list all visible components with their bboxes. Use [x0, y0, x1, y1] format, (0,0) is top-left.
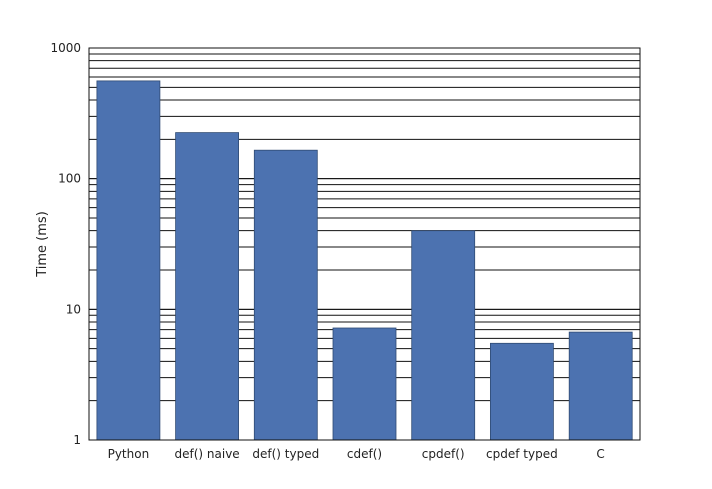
y-tick-labels: 1 10 100 1000 — [50, 41, 81, 447]
x-tick-label: cdef() — [347, 447, 382, 461]
bar-cpdef — [411, 230, 476, 441]
bar-c — [568, 331, 633, 441]
y-tick-label: 1000 — [50, 41, 81, 55]
plot-frame — [88, 47, 641, 441]
x-tick-label: Python — [108, 447, 150, 461]
y-axis-label: Time (ms) — [35, 211, 50, 278]
x-tick-label: C — [596, 447, 604, 461]
y-tick-label: 1 — [73, 433, 81, 447]
x-tick-label: def() naive — [175, 447, 240, 461]
y-tick-label: 10 — [66, 302, 81, 316]
bar-def-typed — [253, 149, 318, 441]
bar-python — [96, 80, 161, 441]
x-tick-labels: Python def() naive def() typed cdef() cpdef(… — [108, 447, 605, 461]
y-tick-label: 100 — [58, 172, 81, 186]
x-tick-label: def() typed — [252, 447, 319, 461]
bar-cpdef-typed — [489, 342, 554, 441]
x-tick-label: cpdef typed — [486, 447, 558, 461]
bar-cdef — [332, 327, 397, 441]
bars — [96, 80, 633, 441]
bar-def-naive — [175, 132, 240, 441]
x-tick-label: cpdef() — [422, 447, 465, 461]
